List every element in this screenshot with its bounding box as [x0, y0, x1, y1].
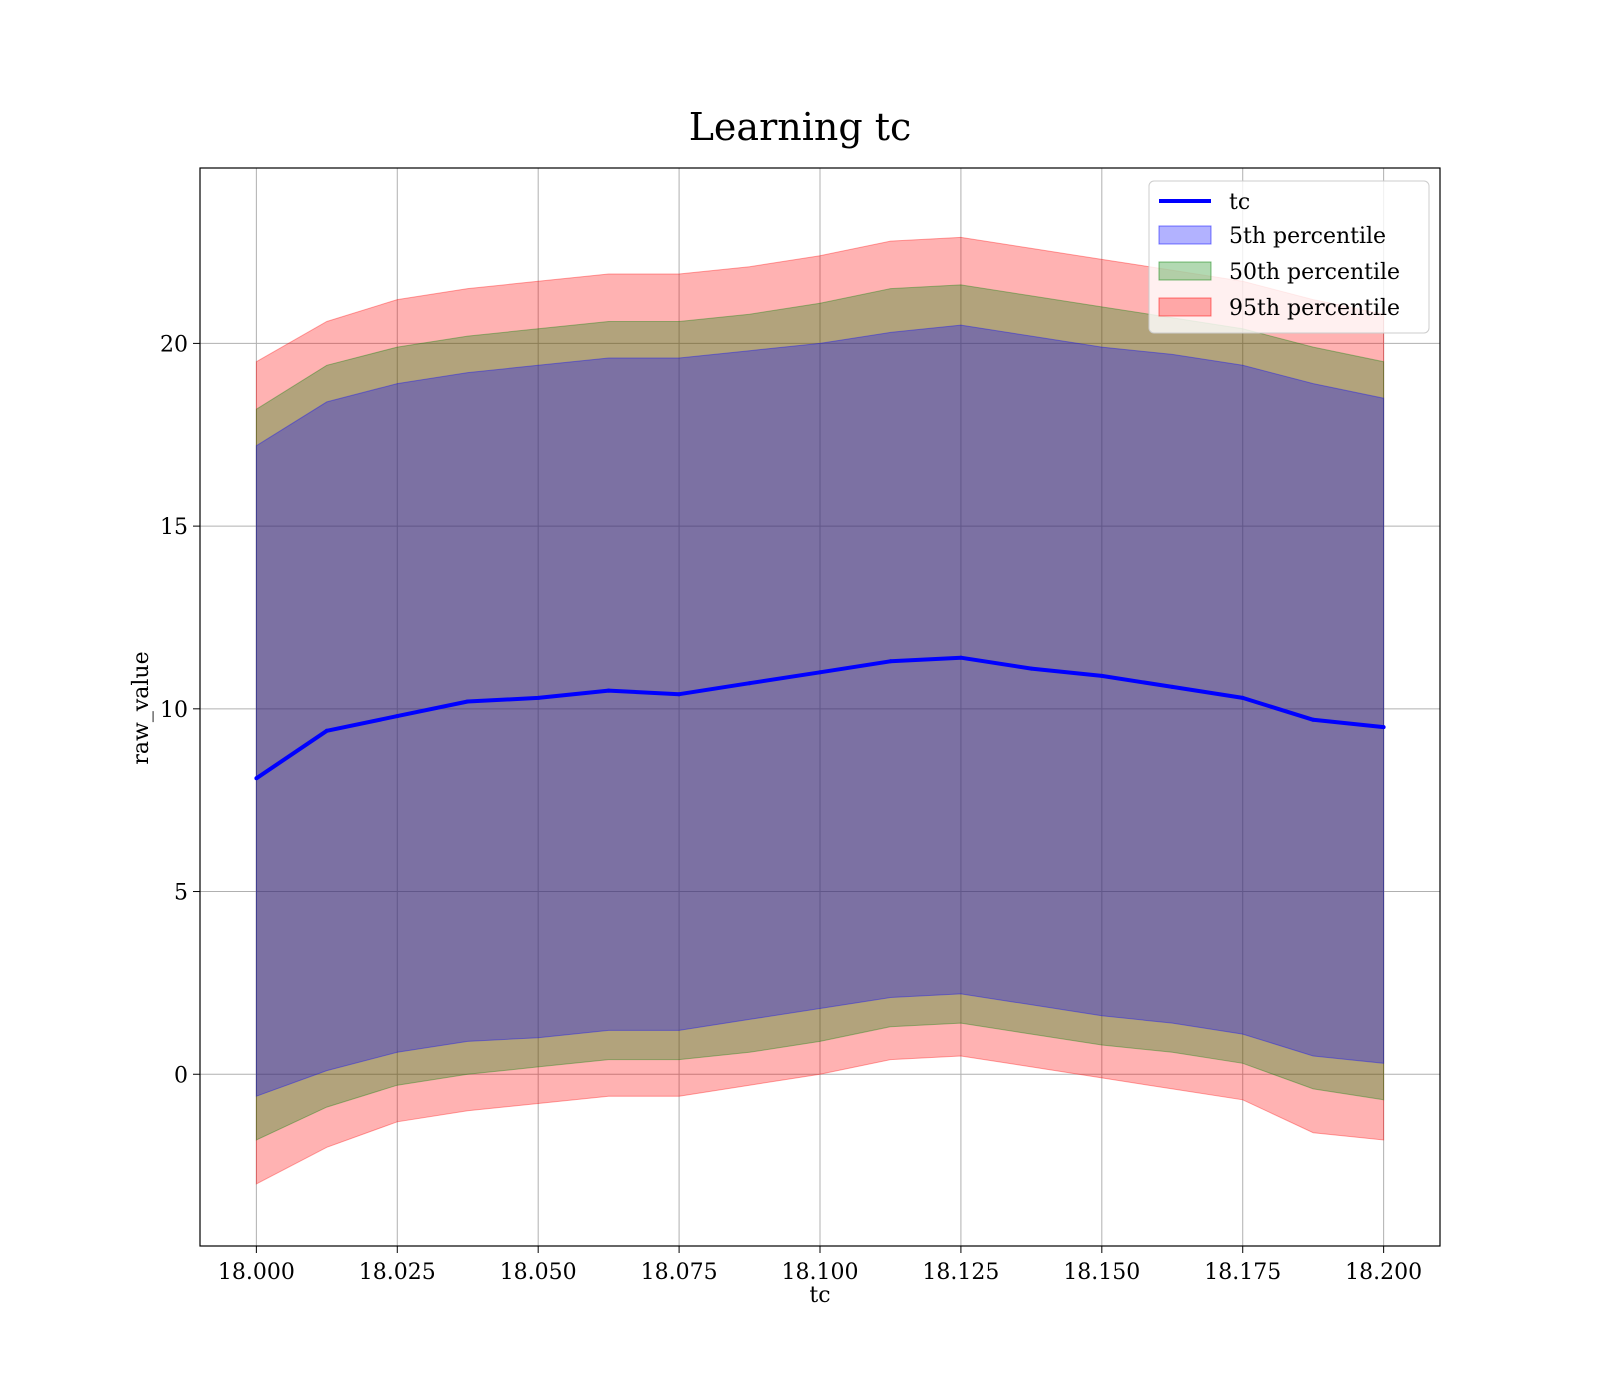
tc-point — [536, 695, 541, 700]
y-axis-label: raw_value — [129, 651, 154, 764]
band-50th — [255, 284, 1385, 1141]
tc-point — [1099, 673, 1104, 678]
grid — [200, 168, 1440, 1246]
tc-point — [1029, 666, 1034, 671]
y-tick-label: 10 — [160, 698, 188, 723]
legend-swatch — [1158, 225, 1212, 245]
tc-point — [1311, 717, 1316, 722]
x-tick-label: 18.100 — [782, 1260, 859, 1285]
tc-point — [324, 728, 329, 733]
percentile-bands — [255, 236, 1385, 1185]
legend-swatch — [1158, 297, 1212, 317]
legend-box — [1148, 180, 1430, 334]
x-tick-label: 18.200 — [1345, 1260, 1422, 1285]
tc-point — [1381, 725, 1386, 730]
tc-point — [818, 670, 822, 675]
legend-label: 50th percentile — [1229, 260, 1400, 285]
x-tick-label: 18.025 — [359, 1260, 436, 1285]
x-tick-label: 18.125 — [922, 1260, 999, 1285]
band-95th — [255, 236, 1385, 1185]
tc-point — [677, 692, 682, 697]
x-tick-label: 18.175 — [1204, 1260, 1281, 1285]
tc-line-layer — [254, 655, 1386, 781]
tc-point — [395, 714, 400, 719]
tc-point — [1240, 695, 1245, 700]
tc-point — [465, 699, 470, 704]
tc-point — [888, 659, 893, 664]
tc-point — [606, 688, 611, 693]
y-tick-label: 15 — [160, 515, 188, 540]
tc-point — [958, 655, 963, 660]
legend-label: tc — [1229, 190, 1250, 215]
y-tick-label: 0 — [174, 1063, 188, 1088]
x-tick-label: 18.050 — [500, 1260, 577, 1285]
legend: tc 5th percentile 50th percentile 95th perc… — [1148, 180, 1430, 334]
y-tick-label: 5 — [174, 881, 188, 906]
legend-label: 5th percentile — [1229, 224, 1386, 249]
y-tick-label: 20 — [160, 332, 188, 357]
band-5th — [255, 324, 1385, 1097]
x-tick-label: 18.000 — [218, 1260, 295, 1285]
chart-title: Learning tc — [689, 105, 912, 149]
x-tick-label: 18.150 — [1063, 1260, 1140, 1285]
legend-label: 95th percentile — [1229, 296, 1400, 321]
tc-point — [1170, 684, 1175, 689]
tc-point — [747, 681, 752, 686]
axis-ticks: 18.000 18.025 18.050 18.075 18.100 18.125 18.1… — [160, 332, 1422, 1285]
tc-point — [254, 776, 259, 781]
legend-swatch — [1158, 261, 1212, 281]
x-tick-label: 18.075 — [641, 1260, 718, 1285]
x-axis-label: tc — [809, 1283, 830, 1308]
